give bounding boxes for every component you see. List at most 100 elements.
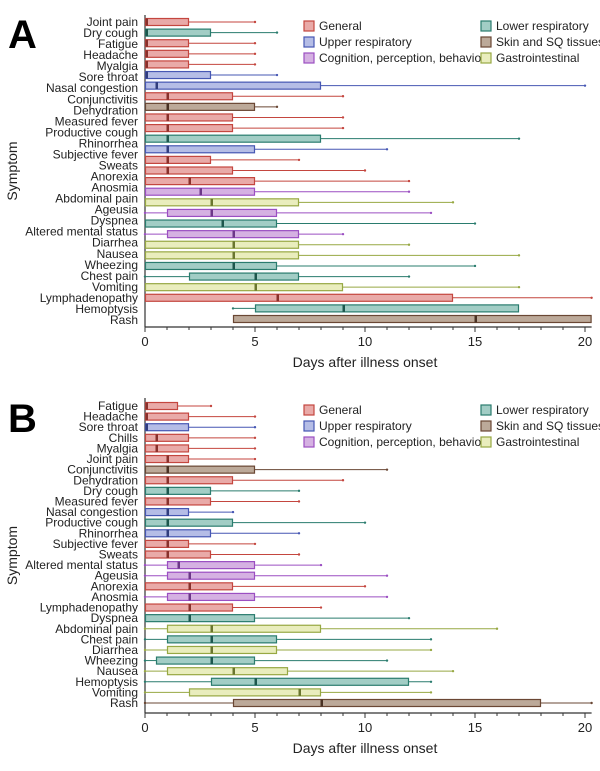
- whisker-cap: [385, 595, 389, 599]
- iqr-box: [232, 314, 592, 324]
- iqr-box: [144, 412, 190, 421]
- legend-label-cognition: Cognition, perception, behavior: [319, 51, 485, 65]
- whisker-cap: [143, 691, 147, 694]
- whisker-cap: [143, 648, 147, 652]
- median-mark: [166, 476, 169, 484]
- x-tick-label: 20: [578, 720, 592, 735]
- median-mark: [188, 593, 191, 601]
- symptom-label: Myalgia: [97, 59, 139, 73]
- iqr-box: [144, 70, 212, 80]
- box-lower: [144, 134, 521, 143]
- box-lower: [144, 486, 301, 495]
- legend-swatch-upper: [303, 420, 315, 432]
- whisker-cap: [363, 169, 367, 172]
- iqr-box: [210, 677, 410, 686]
- whisker-cap: [341, 126, 345, 130]
- symptom-label: Sore throat: [79, 70, 139, 84]
- symptom-label: Vomiting: [92, 685, 138, 699]
- legend-label-upper: Upper respiratory: [319, 419, 412, 433]
- box-general: [144, 603, 323, 612]
- whisker-cap: [297, 500, 301, 503]
- symptom-label: Chills: [109, 431, 138, 445]
- whisker-cap: [590, 701, 593, 705]
- legend-label-gi: Gastrointestinal: [496, 51, 579, 65]
- median-mark: [232, 230, 235, 238]
- median-mark: [155, 434, 158, 442]
- box-general: [144, 113, 345, 122]
- iqr-box: [166, 667, 289, 676]
- y-axis-label: Symptom: [4, 526, 20, 585]
- iqr-box: [144, 550, 212, 559]
- median-mark: [199, 188, 202, 196]
- legend-swatch-upper: [303, 36, 315, 48]
- symptom-label: Rhinorrhea: [79, 136, 139, 150]
- whisker-cap: [143, 574, 147, 577]
- symptom-label: Sore throat: [79, 420, 139, 434]
- box-general: [144, 123, 345, 133]
- legend-swatch-cognition: [303, 436, 315, 448]
- box-general: [144, 412, 257, 421]
- median-mark: [145, 50, 148, 58]
- median-mark: [210, 646, 213, 654]
- whisker-cap: [429, 680, 433, 683]
- symptom-label: Diarrhea: [92, 236, 138, 250]
- median-mark: [232, 251, 235, 259]
- iqr-box: [232, 698, 542, 708]
- legend-swatch-lower: [480, 404, 492, 416]
- iqr-box: [144, 614, 256, 623]
- symptom-label: Myalgia: [97, 441, 139, 455]
- median-mark: [166, 92, 169, 100]
- box-general: [144, 92, 345, 101]
- whisker-cap: [253, 20, 257, 24]
- symptom-label: Dry cough: [83, 484, 138, 498]
- whisker-cap: [143, 595, 147, 599]
- whisker-cap: [143, 627, 147, 630]
- iqr-box: [144, 219, 278, 228]
- box-gi: [144, 240, 411, 249]
- box-general: [144, 60, 257, 69]
- whisker-cap: [297, 553, 301, 556]
- box-general: [144, 454, 257, 464]
- iqr-box: [144, 123, 234, 133]
- whisker-cap: [143, 659, 147, 662]
- legend-label-lower: Lower respiratory: [496, 403, 589, 417]
- symptom-label: Conjunctivitis: [67, 463, 138, 477]
- iqr-box: [144, 240, 300, 249]
- whisker-cap: [385, 148, 389, 151]
- whisker-cap: [143, 680, 147, 683]
- symptom-label: Dehydration: [73, 103, 138, 117]
- median-mark: [177, 561, 180, 569]
- symptom-label: Wheezing: [85, 258, 138, 272]
- box-lower: [144, 518, 367, 527]
- median-mark: [166, 124, 169, 132]
- box-skin: [144, 465, 389, 474]
- iqr-box: [144, 529, 212, 538]
- box-cognition: [143, 592, 389, 602]
- iqr-box: [144, 81, 322, 90]
- whisker-cap: [143, 669, 147, 673]
- median-mark: [145, 29, 148, 37]
- iqr-box: [144, 433, 190, 442]
- box-upper: [144, 145, 389, 154]
- box-gi: [144, 283, 521, 292]
- whisker-cap: [253, 415, 257, 418]
- iqr-box: [144, 444, 190, 453]
- box-upper: [144, 81, 587, 90]
- x-axis-label: Days after illness onset: [293, 354, 438, 370]
- symptom-label: Dry cough: [83, 26, 138, 40]
- symptom-label: Diarrhea: [92, 643, 138, 657]
- whisker-cap: [143, 563, 147, 567]
- box-general: [144, 293, 593, 302]
- iqr-box: [166, 624, 322, 633]
- median-mark: [145, 71, 148, 79]
- median-mark: [166, 508, 169, 516]
- box-lower: [144, 614, 411, 623]
- symptom-label: Anorexia: [91, 579, 139, 593]
- box-gi: [143, 624, 499, 633]
- x-tick-label: 0: [141, 720, 148, 735]
- whisker-cap: [143, 701, 147, 705]
- median-mark: [145, 423, 148, 431]
- whisker-cap: [253, 63, 257, 66]
- median-mark: [232, 667, 235, 675]
- iqr-box: [144, 49, 190, 58]
